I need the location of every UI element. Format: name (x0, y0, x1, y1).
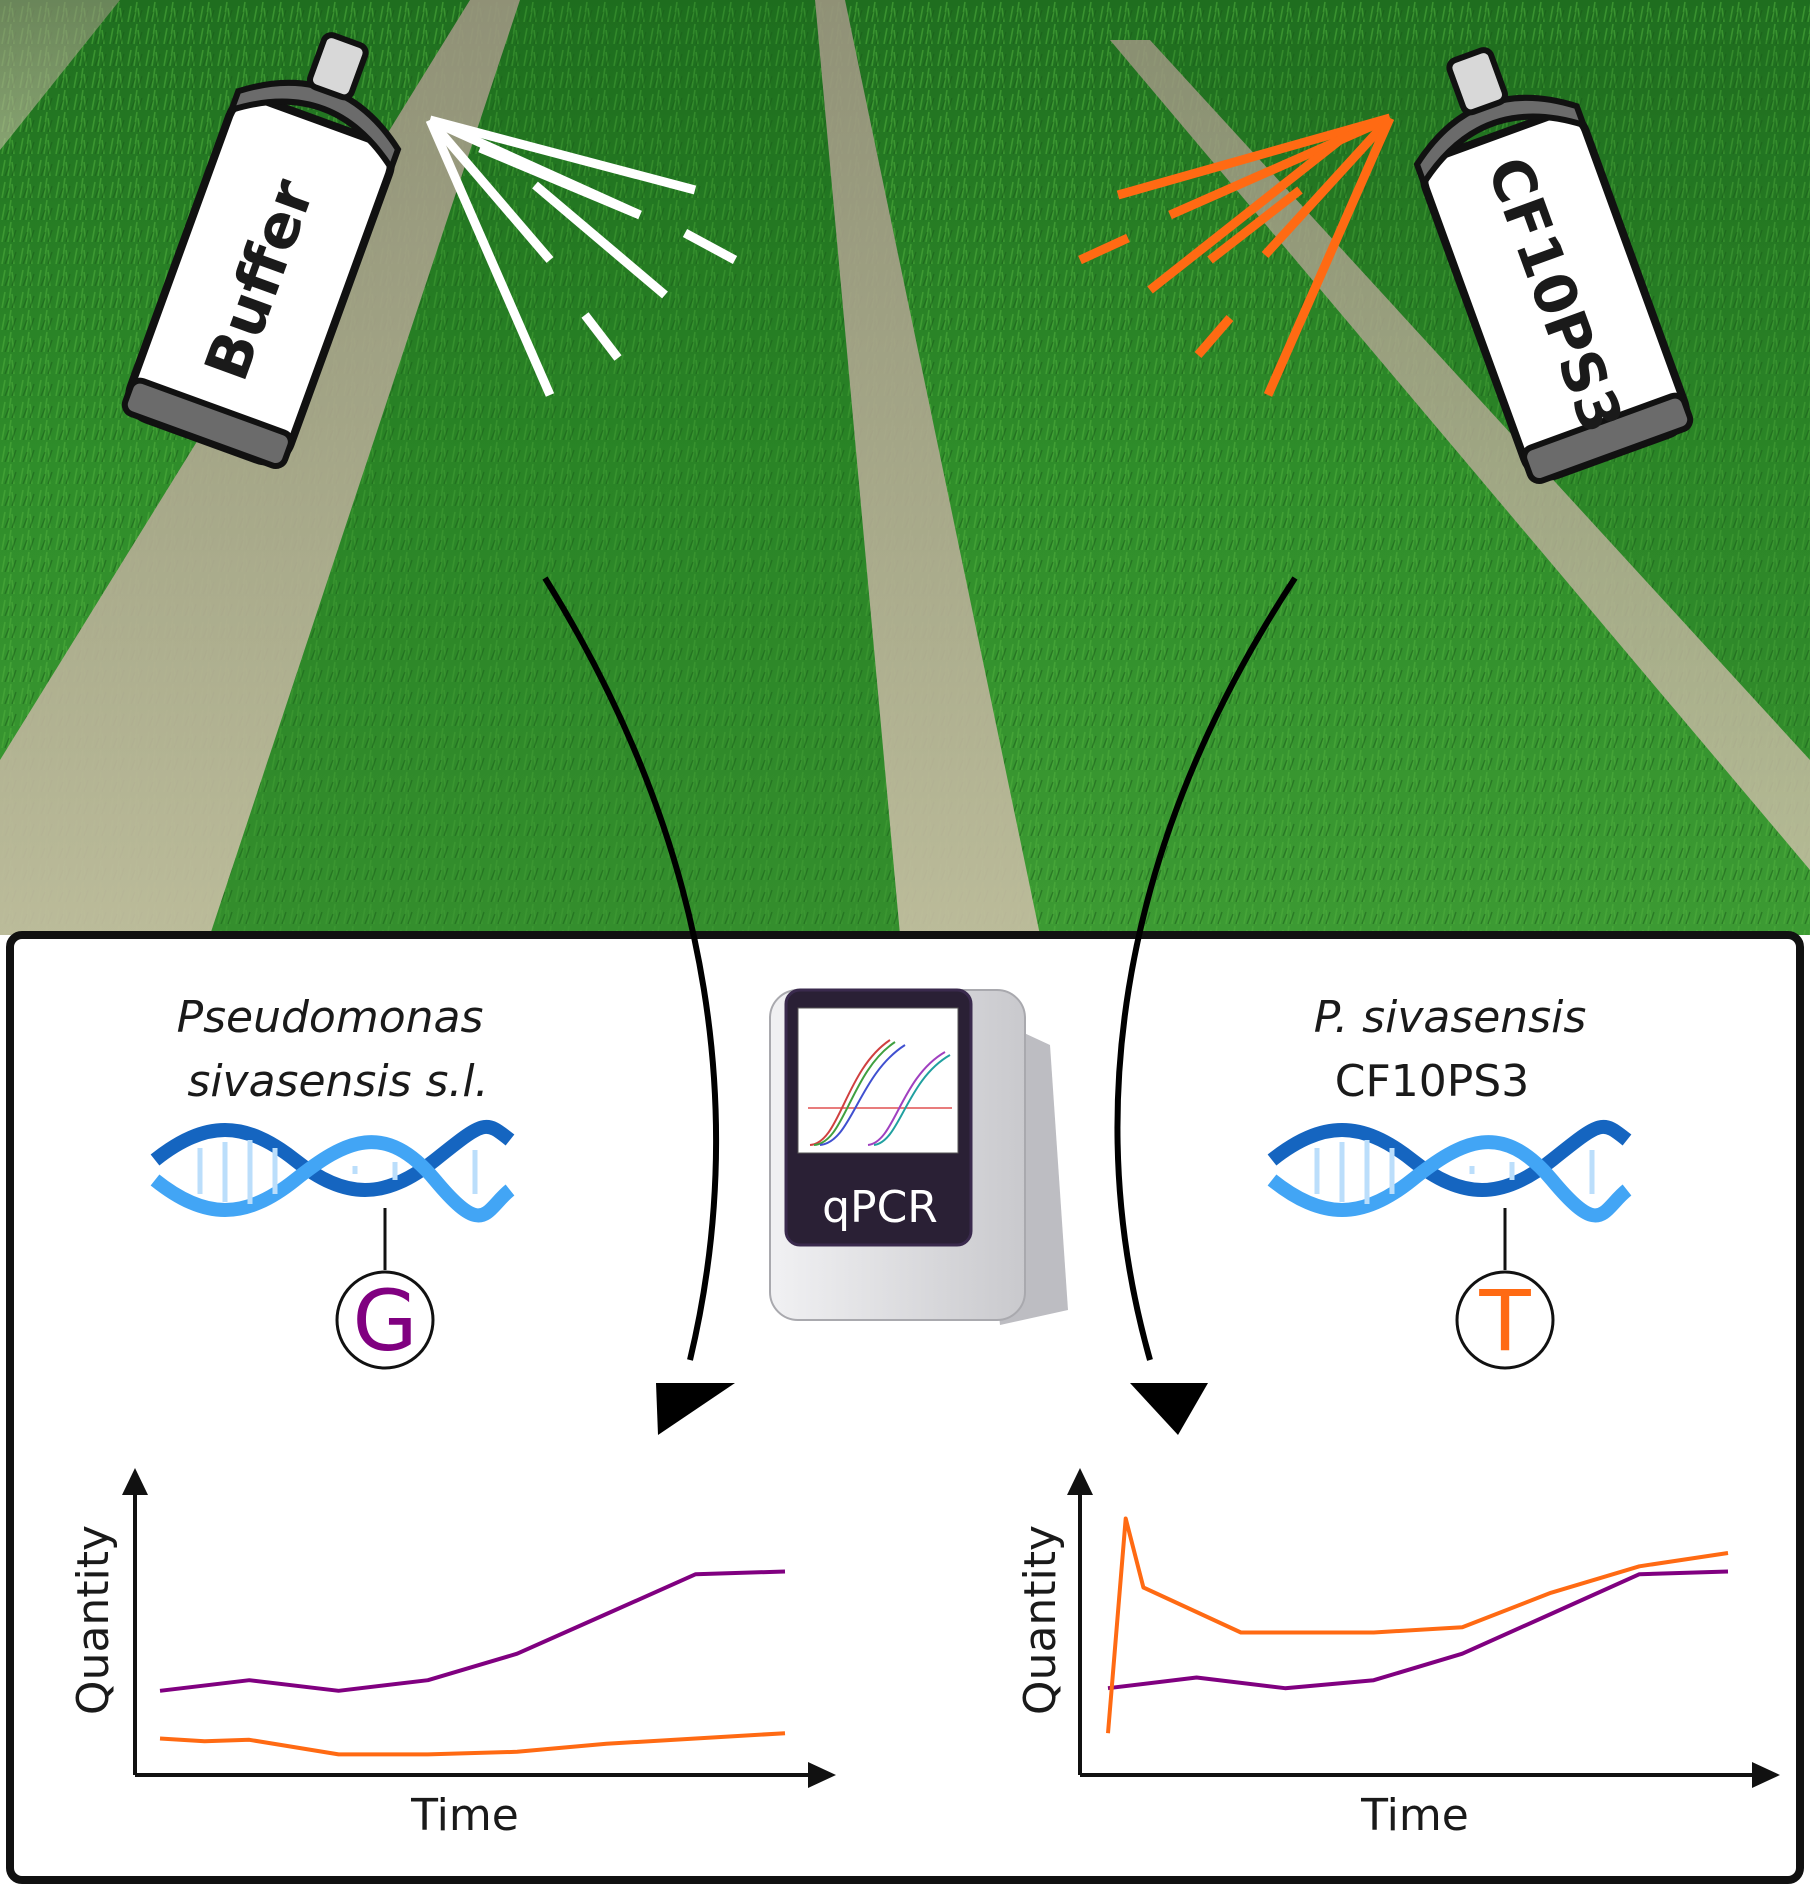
left-chart-plot-area (159, 1569, 786, 1757)
left-organism-name-line2: sivasensis s.l. (187, 1056, 488, 1107)
chart1-series-line-0 (1107, 1569, 1729, 1691)
buffer-spray-lines (425, 115, 738, 397)
right-dna-helix-icon (1267, 1119, 1632, 1223)
left-organism-name-line1: Pseudomonas (177, 992, 484, 1043)
soil-furrow (1110, 40, 1810, 870)
right-snp-circle (1455, 1270, 1555, 1370)
soil-furrow (0, 0, 520, 935)
left-flow-arrow (542, 576, 719, 1361)
cf10ps3-spray-can: CF10PS3 (1413, 47, 1694, 485)
results-panel-frame (6, 931, 1804, 1884)
buffer-spray-can: Buffer (121, 32, 402, 470)
right-organism-name-line1: P. sivasensis (1314, 992, 1587, 1043)
qpcr-screen-curves (808, 1039, 952, 1146)
right-chart-x-label: Time (1360, 1790, 1469, 1841)
right-organism-name-line2: CF10PS3 (1335, 1056, 1529, 1107)
qpcr-label: qPCR (822, 1182, 938, 1233)
cf10ps3-spray-lines (1078, 113, 1395, 397)
left-flow-arrowhead (656, 1383, 735, 1435)
left-snp-base-g: G (352, 1272, 417, 1370)
soil-furrow (0, 0, 120, 150)
right-flow-arrow (1114, 576, 1298, 1361)
left-snp-circle (335, 1270, 435, 1370)
chart0-series-line-0 (159, 1569, 786, 1693)
right-snp-base-t: T (1478, 1272, 1531, 1370)
right-chart-plot-area (1106, 1516, 1729, 1734)
left-chart-x-label: Time (410, 1790, 519, 1841)
chart1-series-line-1 (1106, 1516, 1729, 1734)
right-flow-arrowhead (1130, 1383, 1208, 1435)
right-quantity-time-chart: Time Quantity (1015, 1468, 1780, 1841)
left-chart-y-label: Quantity (68, 1525, 119, 1715)
right-chart-y-label: Quantity (1015, 1525, 1066, 1715)
qpcr-machine: qPCR (769, 988, 1068, 1325)
left-quantity-time-chart: Time Quantity (68, 1468, 836, 1841)
soil-furrow (815, 0, 1040, 935)
left-dna-helix-icon (150, 1119, 515, 1223)
chart0-series-line-1 (159, 1731, 786, 1757)
